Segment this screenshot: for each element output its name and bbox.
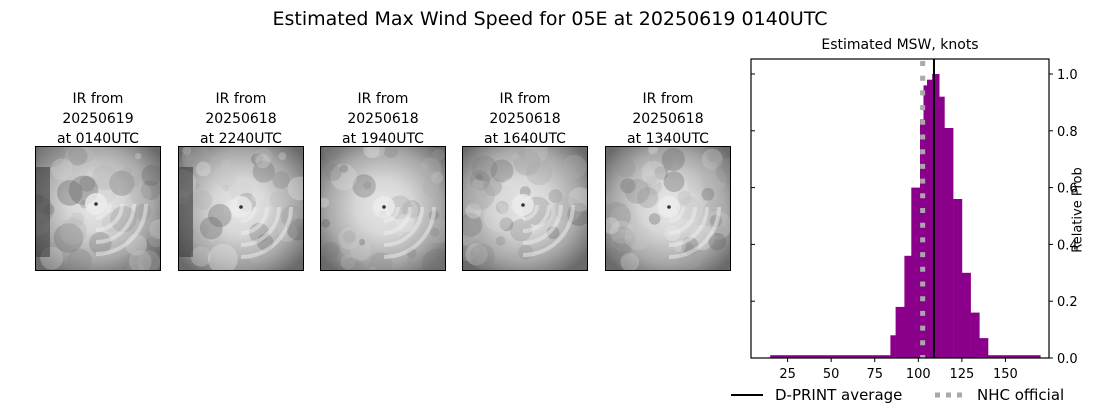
ir-panel-caption: IR from 20250619 at 0140UTC <box>57 91 139 147</box>
histogram-bar <box>939 96 945 358</box>
histogram-bar <box>953 199 963 358</box>
histogram-bar <box>927 79 933 358</box>
ir-panel: IR from 20250618 at 1340UTC <box>605 89 731 271</box>
ir-panel-caption: IR from 20250618 at 1640UTC <box>484 91 566 147</box>
y-tick-label: 0.0 <box>1057 352 1078 367</box>
ir-panel-caption: IR from 20250618 at 2240UTC <box>200 91 282 147</box>
y-tick-label: 0.4 <box>1057 238 1078 253</box>
histogram-bar <box>932 74 940 358</box>
x-tick-label: 100 <box>906 367 931 382</box>
x-tick-label: 50 <box>823 367 840 382</box>
legend-item-dprint: D-PRINT average <box>731 386 902 404</box>
x-tick-label: 125 <box>949 367 974 382</box>
figure-title: Estimated Max Wind Speed for 05E at 2025… <box>272 8 828 30</box>
y-tick-label: 1.0 <box>1057 68 1078 83</box>
histogram-bar <box>770 355 891 358</box>
x-tick-label: 75 <box>866 367 883 382</box>
x-tick-label: 25 <box>779 367 796 382</box>
histogram-bar <box>895 306 905 358</box>
ir-satellite-image <box>605 146 731 271</box>
ir-panel: IR from 20250618 at 1940UTC <box>320 89 446 271</box>
ir-panel: IR from 20250618 at 1640UTC <box>462 89 588 271</box>
histogram-bar <box>961 272 971 358</box>
histogram-bar <box>970 312 980 358</box>
chart-title: Estimated MSW, knots <box>821 37 979 53</box>
ir-panel: IR from 20250618 at 2240UTC <box>178 89 304 271</box>
x-tick-label: 150 <box>993 367 1018 382</box>
ir-panel-caption: IR from 20250618 at 1940UTC <box>342 91 424 147</box>
legend-item-nhc: NHC official <box>933 386 1064 404</box>
legend-label-dprint: D-PRINT average <box>775 386 903 404</box>
histogram-bar <box>890 335 896 358</box>
y-tick-label: 0.8 <box>1057 125 1078 140</box>
dotted-line-icon <box>935 392 967 398</box>
y-axis-label: Relative Prob <box>1070 167 1086 253</box>
ir-satellite-image <box>35 146 161 271</box>
histogram-bar <box>979 338 989 358</box>
histogram-bar <box>911 187 921 358</box>
ir-satellite-image <box>462 146 588 271</box>
histogram-bar <box>988 355 1041 358</box>
y-tick-label: 0.2 <box>1057 295 1078 310</box>
ir-panel-caption: IR from 20250618 at 1340UTC <box>627 91 709 147</box>
y-tick-label: 0.6 <box>1057 182 1078 197</box>
plot-frame <box>750 58 1050 359</box>
ir-satellite-image <box>178 146 304 271</box>
ir-panel: IR from 20250619 at 0140UTC <box>35 89 161 271</box>
histogram-bar <box>923 85 928 359</box>
ir-satellite-image <box>320 146 446 271</box>
histogram-bar <box>904 255 912 358</box>
solid-line-icon <box>731 394 763 396</box>
legend-label-nhc: NHC official <box>977 386 1065 404</box>
histogram-bar <box>944 128 954 358</box>
